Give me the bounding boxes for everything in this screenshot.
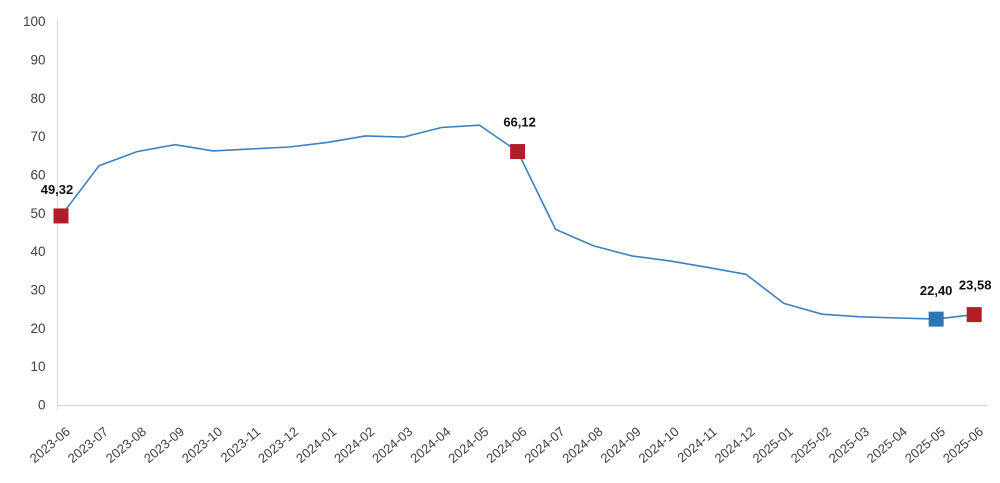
x-tick-label: 2024-08 xyxy=(559,424,605,466)
y-tick-label: 60 xyxy=(30,168,45,183)
data-label: 22,40 xyxy=(920,283,953,298)
data-label: 23,58 xyxy=(959,278,992,293)
y-tick-label: 10 xyxy=(30,359,45,374)
highlight-marker xyxy=(53,208,69,224)
y-tick-label: 0 xyxy=(38,398,46,413)
y-tick-label: 90 xyxy=(30,53,45,68)
y-tick-label: 20 xyxy=(30,321,45,336)
x-tick-label: 2024-05 xyxy=(445,424,491,466)
x-tick-label: 2024-10 xyxy=(636,424,682,466)
x-tick-label: 2024-11 xyxy=(674,424,719,466)
y-tick-label: 40 xyxy=(30,244,45,259)
x-tick-label: 2023-09 xyxy=(141,424,187,466)
x-tick-label: 2024-12 xyxy=(712,424,758,466)
x-tick-label: 2023-08 xyxy=(103,424,149,466)
x-tick-label: 2025-02 xyxy=(788,424,834,466)
x-tick-label: 2025-05 xyxy=(902,424,948,466)
data-label: 66,12 xyxy=(503,115,536,130)
x-tick-label: 2024-07 xyxy=(521,424,567,466)
x-tick-label: 2024-02 xyxy=(331,424,377,466)
x-tick-label: 2023-10 xyxy=(179,424,225,466)
highlight-marker xyxy=(510,144,526,160)
y-tick-label: 70 xyxy=(30,129,45,144)
y-tick-label: 80 xyxy=(30,91,45,106)
x-tick-label: 2023-11 xyxy=(218,424,263,466)
x-tick-label: 2024-01 xyxy=(293,424,339,466)
x-tick-label: 2024-04 xyxy=(407,424,453,466)
x-tick-label: 2024-03 xyxy=(369,424,415,466)
x-tick-label: 2024-09 xyxy=(597,424,643,466)
y-tick-label: 100 xyxy=(23,14,46,29)
x-tick-label: 2023-06 xyxy=(27,424,73,466)
y-tick-label: 30 xyxy=(30,283,45,298)
x-tick-label: 2025-06 xyxy=(940,424,986,466)
y-tick-label: 50 xyxy=(30,206,45,221)
highlight-marker xyxy=(928,311,944,327)
x-tick-label: 2025-03 xyxy=(826,424,872,466)
highlight-marker xyxy=(966,307,982,323)
x-tick-label: 2025-04 xyxy=(864,424,910,466)
x-tick-label: 2025-01 xyxy=(750,424,796,466)
x-tick-label: 2023-07 xyxy=(65,424,111,466)
x-tick-label: 2023-12 xyxy=(255,424,301,466)
data-label: 49,32 xyxy=(41,182,74,197)
x-tick-label: 2024-06 xyxy=(483,424,529,466)
